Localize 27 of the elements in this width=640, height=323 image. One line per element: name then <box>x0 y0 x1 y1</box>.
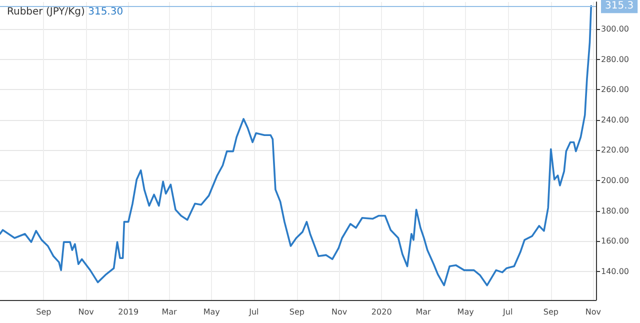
ref-line-label: 315.3 <box>605 0 634 12</box>
line-series <box>0 5 592 286</box>
x-tick-label: Nov <box>585 308 602 316</box>
y-tick-label: 240.00 <box>601 115 629 124</box>
x-tick-label: Mar <box>416 308 432 316</box>
y-tick-label: 140.00 <box>601 266 629 276</box>
x-tick-label: Jul <box>248 308 259 316</box>
x-tick-label: Jul <box>502 308 513 316</box>
x-tick-label: Nov <box>331 308 348 316</box>
chart-title: Rubber (JPY/Kg) <box>7 6 88 18</box>
y-tick-label: 180.00 <box>601 206 629 216</box>
x-tick-label: May <box>457 308 474 316</box>
x-tick-label: 2020 <box>371 308 392 316</box>
y-tick-label: 260.00 <box>601 85 629 94</box>
x-tick-label: Nov <box>78 308 94 316</box>
y-tick-label: 300.00 <box>601 24 629 34</box>
x-tick-label: Sep <box>289 308 304 316</box>
x-tick-label: May <box>203 308 220 316</box>
y-tick-label: 160.00 <box>601 236 629 246</box>
x-tick-label: 2019 <box>118 308 139 316</box>
y-tick-label: 200.00 <box>601 176 629 185</box>
x-tick-label: Sep <box>543 308 558 316</box>
x-tick-label: Mar <box>162 308 178 316</box>
x-tick-label: Sep <box>36 308 52 316</box>
y-tick-label: 220.00 <box>601 146 629 155</box>
annotation: 315.30 <box>88 6 124 18</box>
y-tick-label: 280.00 <box>601 54 629 64</box>
